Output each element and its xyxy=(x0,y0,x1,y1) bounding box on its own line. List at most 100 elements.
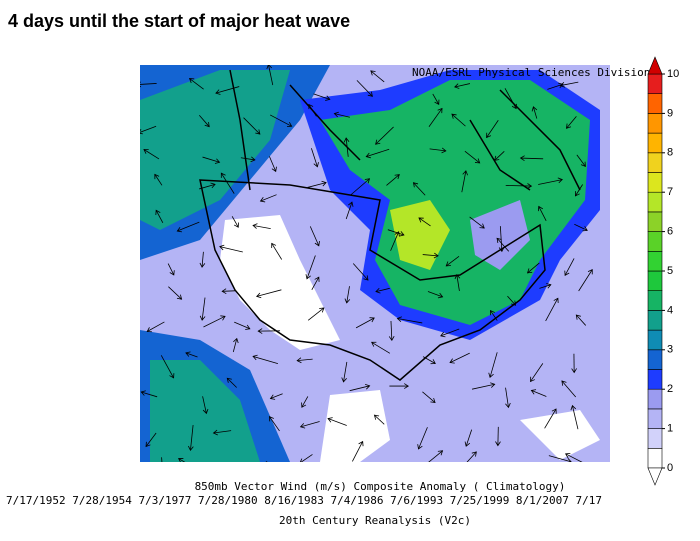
wind-vector-shaft xyxy=(203,315,226,328)
wind-vector-shaft xyxy=(345,137,349,157)
wind-vector-head xyxy=(561,380,567,386)
wind-vector-head xyxy=(505,402,511,409)
wind-vector xyxy=(350,178,371,196)
wind-vector xyxy=(418,217,431,227)
colorbar-band xyxy=(647,349,663,370)
wind-vector-head xyxy=(145,441,151,448)
wind-vector-head xyxy=(314,241,320,247)
wind-vector-shaft xyxy=(572,405,579,430)
wind-vector xyxy=(559,81,579,88)
wind-vector-shaft xyxy=(422,391,436,403)
wind-vector-head xyxy=(375,287,381,294)
wind-vector xyxy=(412,182,426,196)
wind-vector-head xyxy=(233,222,239,228)
wind-vector-head xyxy=(212,429,218,436)
wind-vector xyxy=(259,194,277,203)
anomaly-region xyxy=(150,360,260,462)
wind-vector-head xyxy=(220,315,226,321)
wind-vector-shaft xyxy=(309,226,320,246)
wind-vector-head xyxy=(204,121,210,128)
wind-vector xyxy=(575,314,587,326)
wind-vector xyxy=(178,458,186,462)
wind-vector-head xyxy=(449,358,455,364)
wind-vector xyxy=(145,432,157,448)
wind-vector xyxy=(564,258,575,277)
wind-vector xyxy=(313,93,331,101)
coastline xyxy=(229,69,581,191)
wind-vector-head xyxy=(301,402,307,408)
wind-vector xyxy=(564,453,583,462)
wind-vector-head xyxy=(437,107,443,114)
wind-vector-shaft xyxy=(252,225,271,229)
colorbar-tick-label: 0 xyxy=(667,462,673,474)
wind-vector-shaft xyxy=(167,263,175,276)
colorbar-over xyxy=(647,56,663,75)
colorbar-tick-label: 5 xyxy=(667,265,673,277)
wind-vector-head xyxy=(511,103,517,110)
wind-vector xyxy=(566,116,577,129)
caption-dates: 7/17/1952 7/28/1954 7/3/1977 7/28/1980 8… xyxy=(6,494,602,507)
wind-vector-head xyxy=(252,223,258,229)
wind-vector-head xyxy=(557,177,563,184)
wind-vector-shaft xyxy=(544,408,557,429)
wind-vector-shaft xyxy=(564,258,575,276)
colorbar-tick-label: 6 xyxy=(667,226,673,238)
wind-vector-head xyxy=(221,288,227,295)
wind-vector xyxy=(252,354,279,364)
wind-vector xyxy=(489,309,498,321)
wind-vector-shaft xyxy=(432,93,440,105)
wind-vector xyxy=(530,363,544,383)
wind-vector-shaft xyxy=(219,246,243,253)
anomaly-region xyxy=(320,390,390,462)
colorbar-tick-label: 1 xyxy=(667,423,673,435)
wind-vector-head xyxy=(308,103,314,110)
wind-vector-head xyxy=(154,173,160,180)
wind-vector-shaft xyxy=(390,320,393,341)
wind-vector-shaft xyxy=(307,307,325,321)
title: 4 days until the start of major heat wav… xyxy=(8,11,350,31)
colorbar-band xyxy=(647,388,663,410)
wind-vector xyxy=(146,321,165,333)
wind-vector xyxy=(445,255,460,267)
wind-vector-shaft xyxy=(220,172,235,194)
colorbar-band xyxy=(647,408,663,429)
wind-vector-shaft xyxy=(538,206,547,221)
caption-variable: 850mb Vector Wind (m/s) Composite Anomal… xyxy=(195,480,566,493)
colorbar-band xyxy=(647,329,663,351)
wind-vector xyxy=(352,440,364,462)
wind-vector-shaft xyxy=(471,383,495,390)
wind-vector xyxy=(454,83,471,89)
colorbar-band xyxy=(647,310,663,331)
wind-vector-shaft xyxy=(161,457,163,462)
colorbar-band xyxy=(647,211,663,232)
wind-vector-shaft xyxy=(252,356,279,364)
wind-vector-head xyxy=(454,273,461,280)
anomaly-region xyxy=(320,80,590,325)
wind-vector xyxy=(219,244,243,253)
wind-vector-head xyxy=(531,106,538,112)
wind-vector-head xyxy=(245,324,251,330)
wind-vector xyxy=(333,111,350,118)
wind-vector-shaft xyxy=(297,358,313,362)
wind-vector-head xyxy=(155,209,161,216)
wind-vector xyxy=(311,276,320,291)
wind-vector xyxy=(537,205,547,221)
wind-vector-head xyxy=(199,262,206,268)
wind-vector xyxy=(199,297,206,321)
wind-vector-head xyxy=(580,161,586,167)
wind-vector-head xyxy=(510,300,517,306)
wind-vector-shaft xyxy=(352,263,369,281)
wind-vector-shaft xyxy=(202,156,220,163)
wind-vector-shaft xyxy=(300,454,313,462)
wind-vector-shaft xyxy=(578,269,593,292)
wind-vector-shaft xyxy=(154,174,163,186)
wind-vector-shaft xyxy=(418,217,431,227)
wind-vector-head xyxy=(441,147,447,154)
wind-vector-head xyxy=(434,99,440,106)
wind-vector-shaft xyxy=(576,154,586,167)
wind-vector-shaft xyxy=(346,286,350,304)
wind-vector-shaft xyxy=(269,156,277,172)
wind-vector-head xyxy=(214,470,219,475)
wind-vector-head xyxy=(140,128,143,135)
wind-vector xyxy=(296,357,313,364)
